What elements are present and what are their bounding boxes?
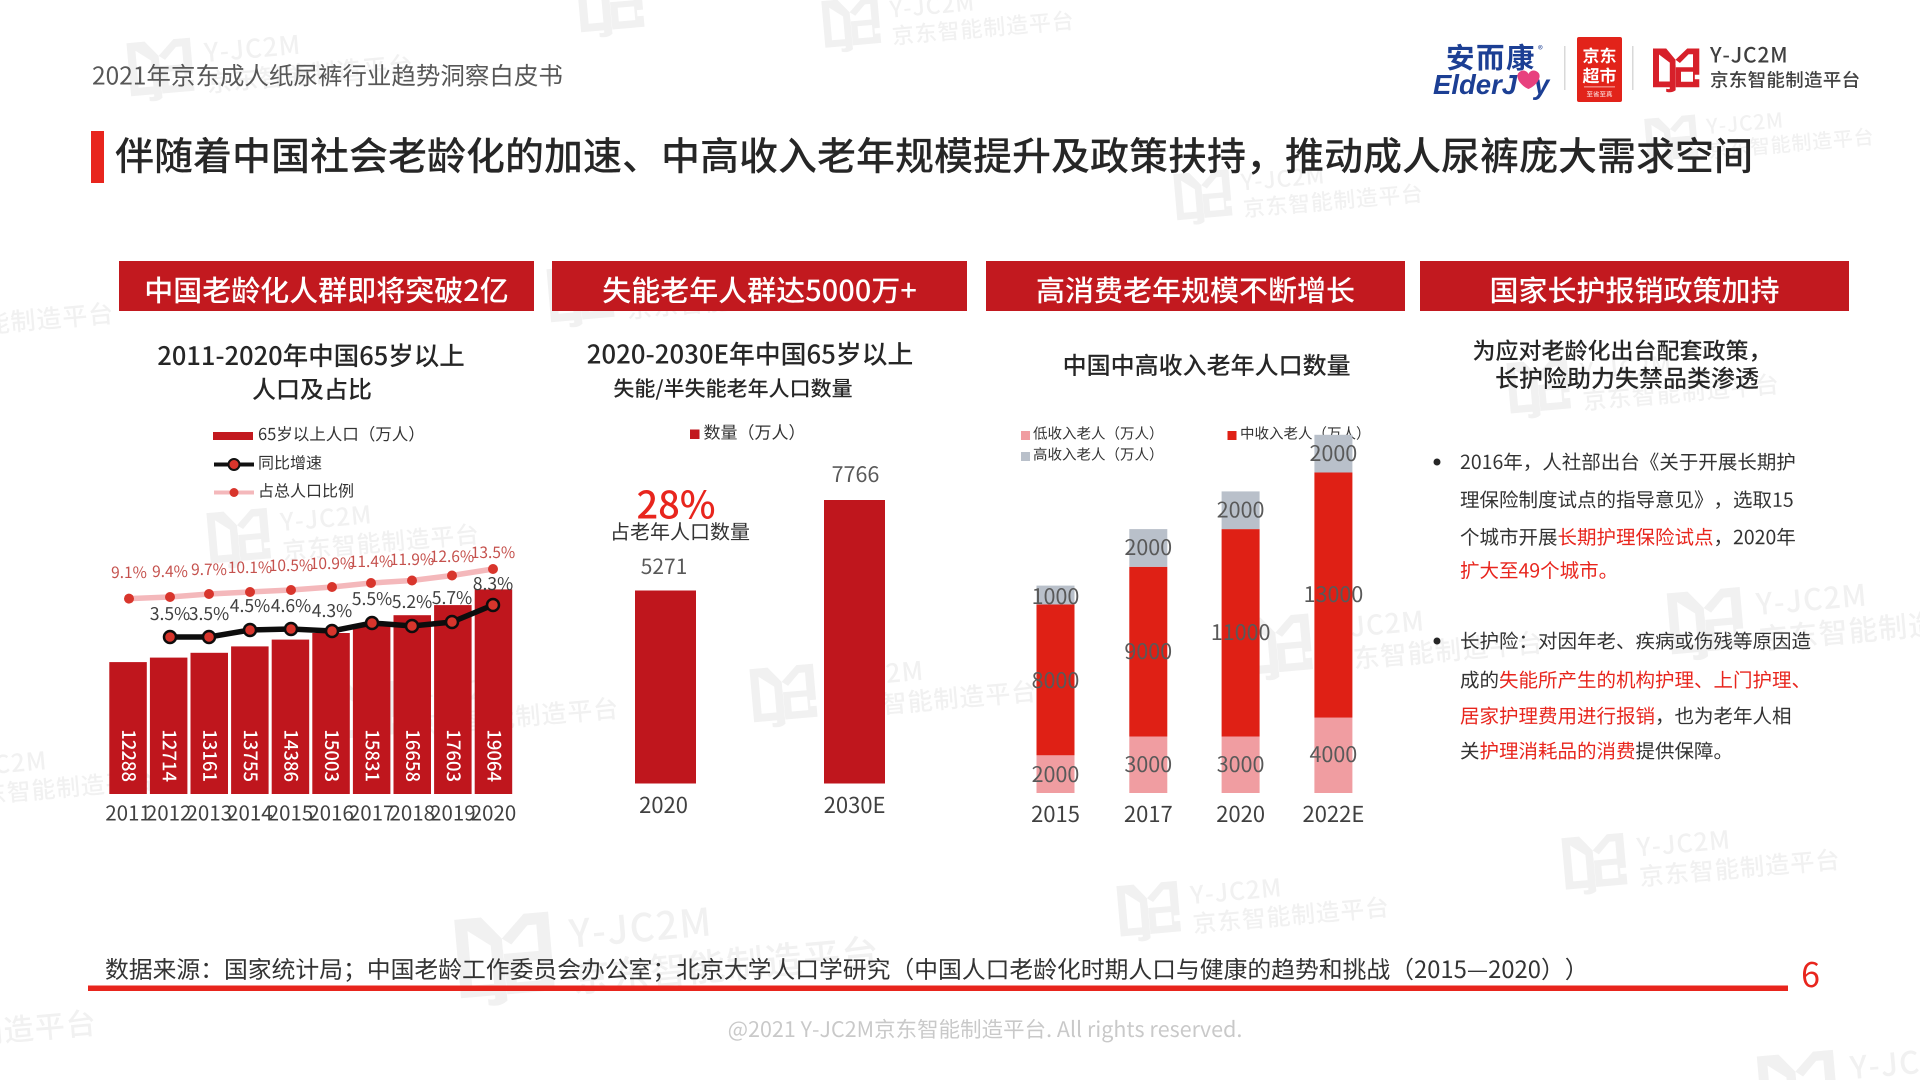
svg-text:ElderJ: ElderJ (1433, 69, 1518, 100)
